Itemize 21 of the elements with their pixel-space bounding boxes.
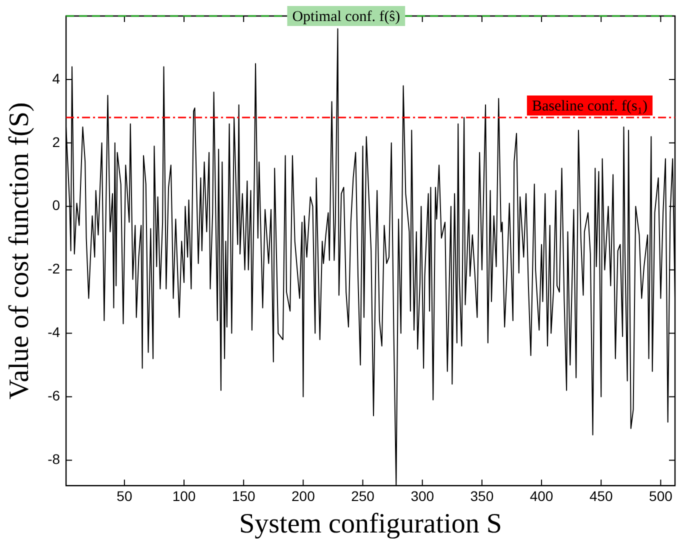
x-tick-label: 100: [172, 488, 196, 504]
x-tick-label: 150: [232, 488, 256, 504]
y-tick-label: -8: [48, 451, 60, 468]
x-tick-label: 250: [351, 488, 375, 504]
x-tick-label: 200: [292, 488, 316, 504]
y-tick-label: 2: [52, 134, 60, 150]
x-tick-label: 450: [589, 488, 614, 504]
x-axis-title: System configuration S: [239, 508, 502, 540]
x-tick-label: 500: [649, 488, 673, 504]
y-tick-label: 4: [52, 70, 60, 86]
ref-line-label: Optimal conf. f(ŝ): [292, 8, 400, 25]
ref-line-label: Baseline conf. f(s₁): [532, 98, 648, 114]
x-tick-label: 400: [530, 488, 554, 504]
x-tick-label: 350: [470, 488, 494, 504]
y-tick-label: -6: [48, 388, 60, 404]
y-axis-title: Value of cost function f(S): [4, 102, 36, 400]
y-tick-label: -4: [48, 324, 60, 340]
x-tick-label: 300: [410, 488, 434, 504]
y-tick-label: -2: [48, 260, 60, 277]
x-tick-label: 50: [116, 488, 132, 504]
y-tick-label: 0: [52, 197, 60, 214]
